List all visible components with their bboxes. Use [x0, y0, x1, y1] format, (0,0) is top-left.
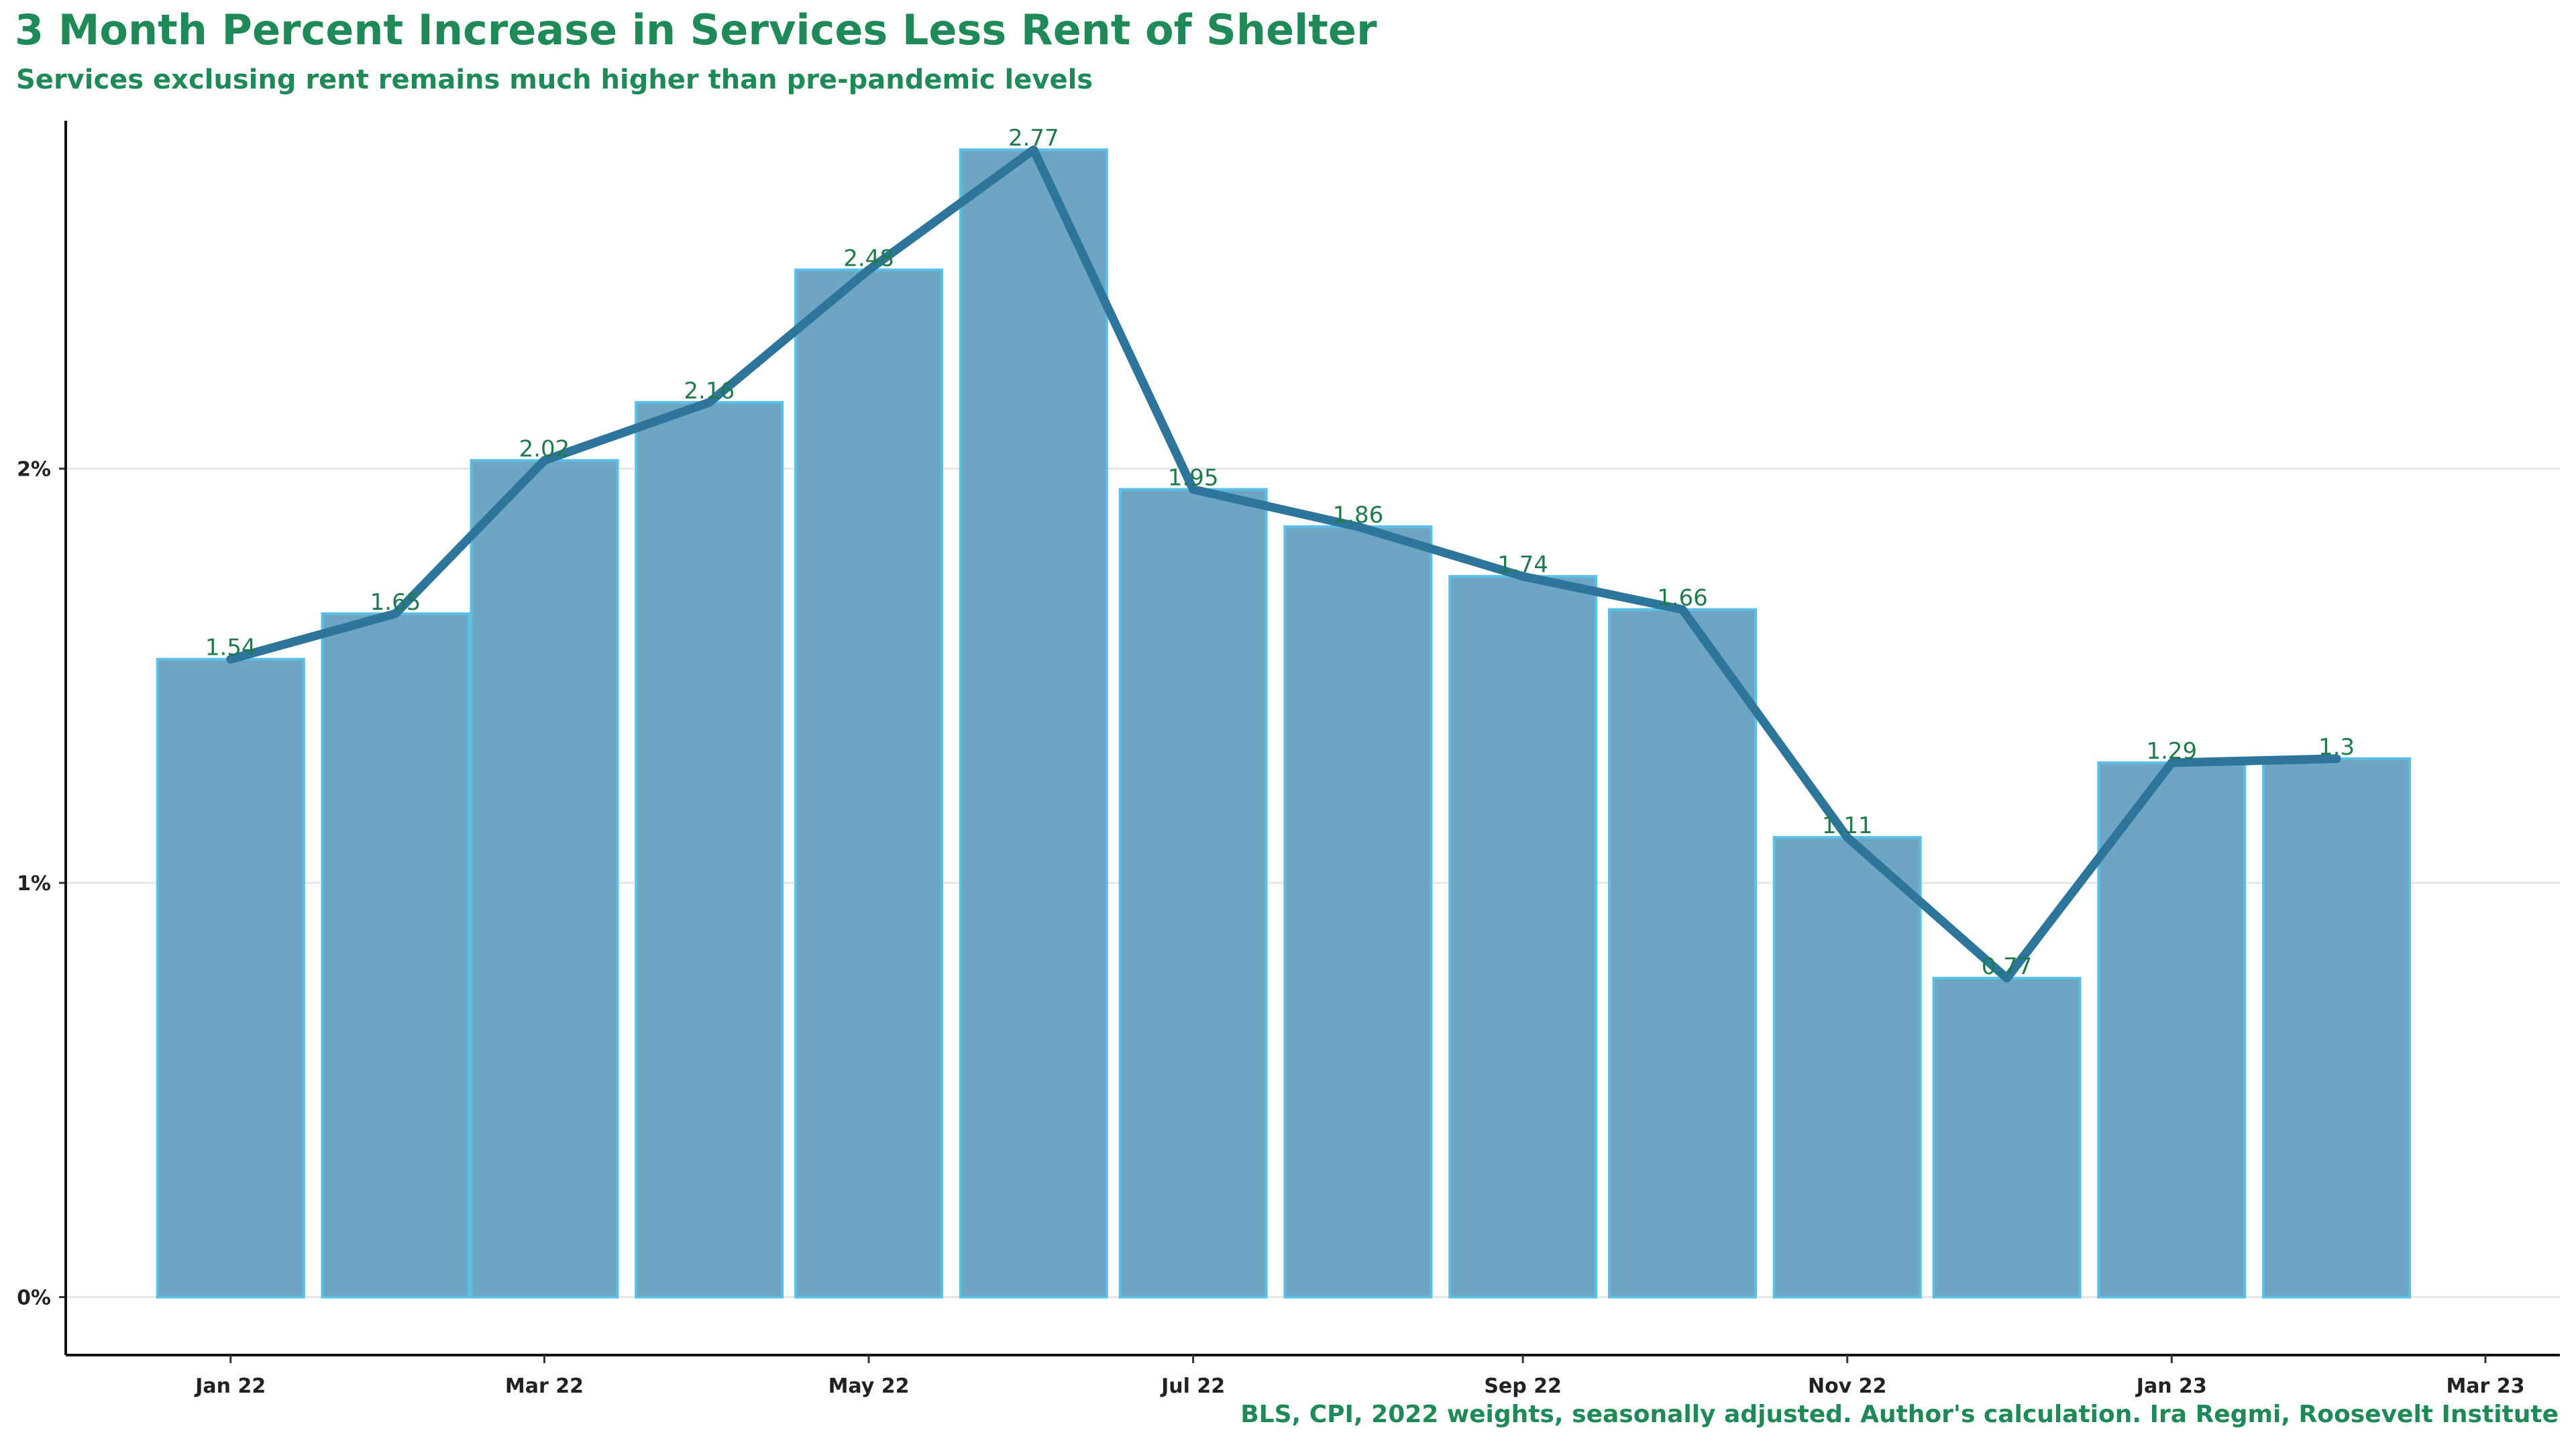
bar — [2262, 757, 2412, 1299]
x-tick-label: May 22 — [828, 1375, 910, 1398]
data-label: 1.66 — [1657, 585, 1708, 612]
bar — [959, 148, 1108, 1299]
data-label: 1.54 — [205, 635, 256, 661]
bar — [1607, 608, 1757, 1299]
data-label: 1.65 — [370, 589, 421, 616]
data-label: 0.77 — [1982, 953, 2033, 980]
bar — [2097, 761, 2247, 1299]
chart-title: 3 Month Percent Increase in Services Les… — [15, 5, 1377, 54]
trend-line-path — [226, 145, 2341, 983]
bar — [1448, 575, 1598, 1299]
bar — [794, 268, 944, 1299]
data-label: 2.48 — [843, 245, 894, 272]
data-label: 1.29 — [2146, 738, 2197, 765]
axes: 0% 1% 2% Jan 22 Mar 22 May 22 Jul 22 Sep 22 Nov … — [17, 121, 2560, 1398]
x-tick-label: Mar 23 — [2446, 1375, 2524, 1398]
x-tick-label: Jul 22 — [1160, 1375, 1225, 1398]
data-label: 1.74 — [1497, 551, 1548, 578]
bar — [1283, 525, 1433, 1299]
x-tick-label: Jan 23 — [2135, 1375, 2207, 1398]
x-tick-label: Jan 22 — [194, 1375, 266, 1398]
x-tick-label: Sep 22 — [1484, 1375, 1562, 1398]
y-tick-label: 0% — [17, 1287, 51, 1310]
data-label: 2.16 — [684, 378, 735, 405]
data-label: 1.3 — [2318, 734, 2355, 761]
data-label: 1.11 — [1822, 812, 1873, 839]
x-tick-label: Mar 22 — [505, 1375, 584, 1398]
bar — [156, 657, 305, 1299]
bar — [1118, 488, 1268, 1299]
data-label: 1.95 — [1168, 465, 1219, 492]
bar — [321, 612, 470, 1299]
bar — [470, 459, 619, 1299]
bars — [156, 148, 2412, 1299]
data-labels: 1.54 1.65 2.02 2.16 2.48 2.77 1.95 1.86 1.74 1.66… — [205, 125, 2355, 980]
bar — [635, 400, 784, 1299]
data-label: 2.02 — [519, 435, 570, 462]
trend-line — [226, 145, 2341, 983]
bar — [1772, 836, 1922, 1299]
x-tick-label: Nov 22 — [1808, 1375, 1886, 1398]
data-label: 2.77 — [1008, 125, 1059, 152]
y-tick-label: 1% — [17, 872, 51, 896]
source-caption: BLS, CPI, 2022 weights, seasonally adjus… — [1240, 1401, 2559, 1428]
chart-subtitle: Services exclusing rent remains much hig… — [16, 64, 1093, 95]
data-label: 1.86 — [1333, 502, 1384, 529]
bar — [1932, 977, 2082, 1299]
y-tick-label: 2% — [17, 458, 51, 482]
